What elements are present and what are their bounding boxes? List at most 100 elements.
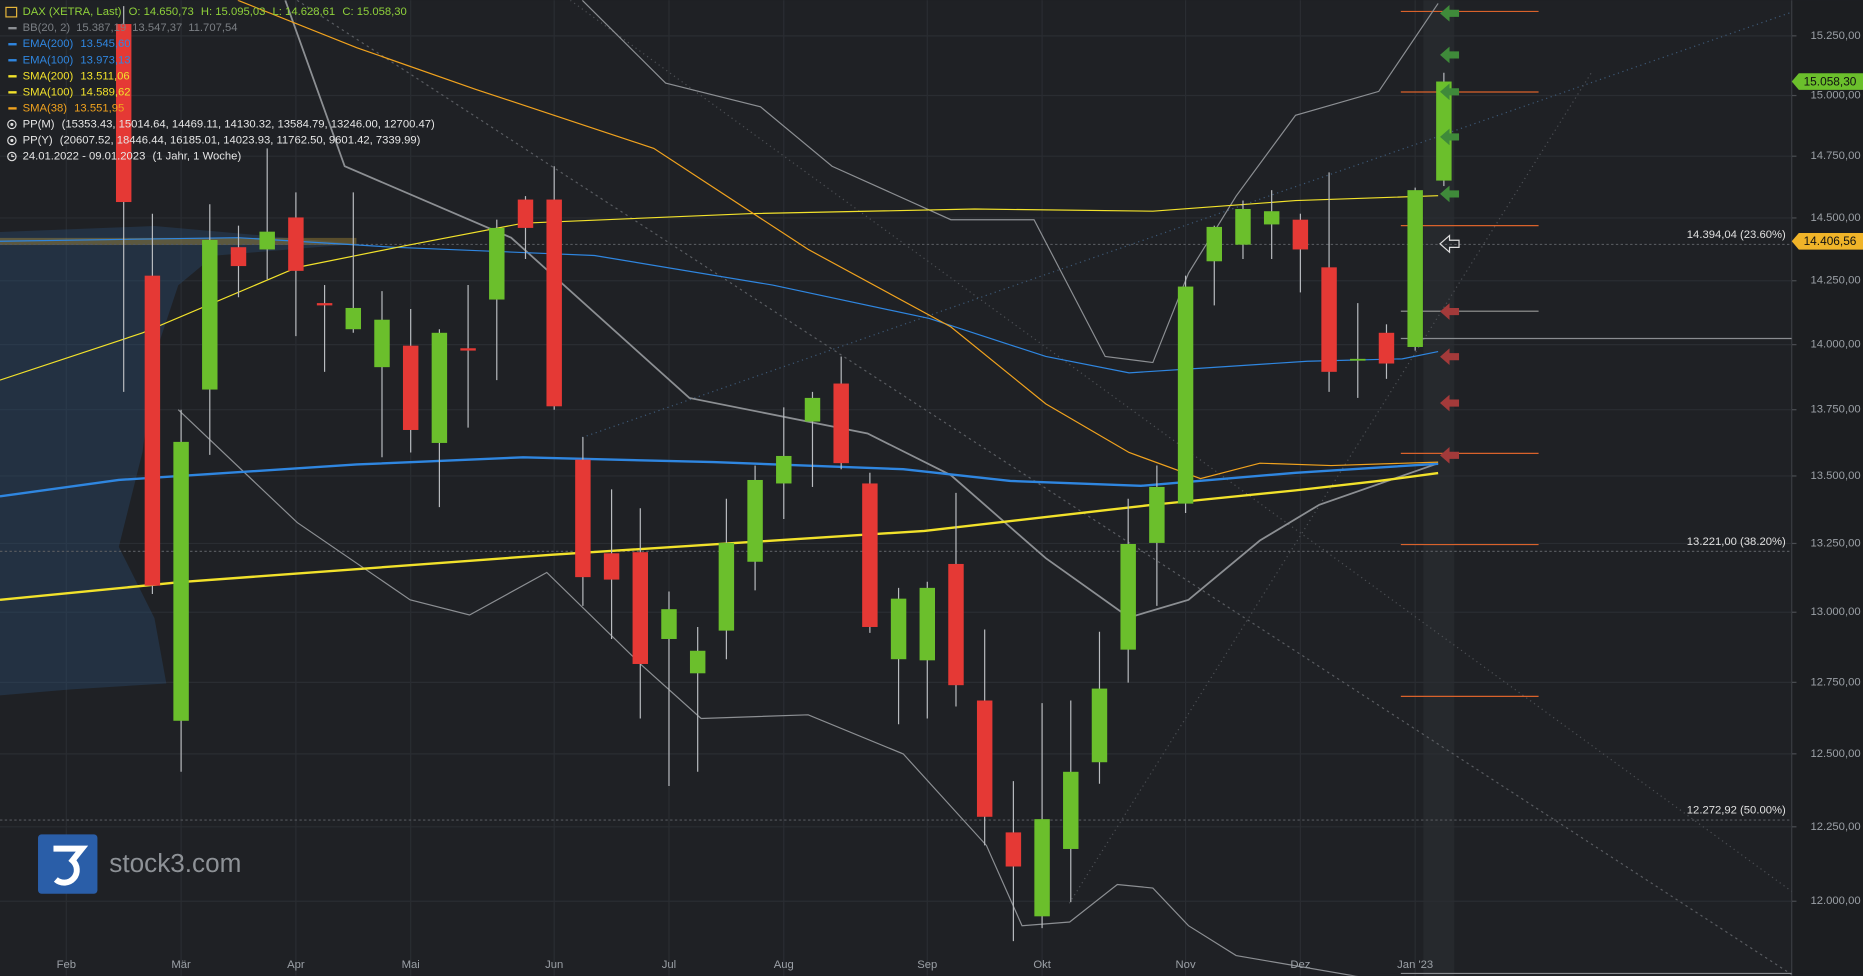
candle-body	[862, 483, 878, 627]
candle-body	[1091, 688, 1108, 763]
candle-body	[144, 275, 161, 586]
legend-name: SMA(100)	[23, 86, 74, 98]
band-line	[177, 409, 1357, 976]
legend-name: EMA(100)	[23, 54, 74, 66]
candle-body	[976, 700, 993, 817]
legend-entry: SMA(100) 14.589,62	[23, 86, 131, 98]
logo-text: stock3.com	[109, 848, 241, 878]
legend-entry: 24.01.2022 - 09.01.2023 (1 Jahr, 1 Woche)	[23, 150, 242, 162]
y-tick-label: 12.750,00	[1810, 676, 1860, 688]
candle-body	[1378, 332, 1395, 364]
price-tag-label: 15.058,30	[1804, 74, 1857, 88]
candle-body	[1263, 211, 1280, 225]
legend-value: 15.387,19	[76, 22, 126, 34]
candle-body	[603, 553, 620, 580]
arrow	[1440, 394, 1460, 412]
candle-body	[718, 542, 735, 631]
y-tick-label: 13.750,00	[1810, 404, 1860, 416]
candle-body	[575, 459, 591, 578]
arrow	[1440, 5, 1460, 22]
ma-line	[0, 471, 1439, 601]
y-tick-label: 13.500,00	[1810, 470, 1860, 482]
candle-body	[173, 441, 189, 721]
candle-body	[1120, 543, 1136, 650]
axes: 12.000,00 12.250,00 12.500,00 12.750,00 13.0…	[57, 30, 1863, 971]
legend-value: 13.547,37	[132, 22, 182, 34]
legend-name: PP(Y)	[23, 134, 53, 146]
arrow	[1440, 46, 1460, 64]
candle-body	[288, 217, 304, 271]
legend-icon	[10, 122, 14, 126]
x-tick-label: Jan '23	[1397, 959, 1433, 971]
legend-value: 13.545,60	[80, 38, 130, 50]
candle-body	[919, 587, 936, 661]
candle-body	[1235, 208, 1251, 245]
arrow	[1440, 447, 1460, 464]
legend-icon	[5, 6, 18, 18]
candle-body	[833, 383, 849, 464]
legend-value: 13.511,06	[80, 70, 129, 82]
arrow	[1440, 83, 1460, 101]
candle-body	[259, 231, 275, 250]
logo: stock3.com	[38, 834, 241, 894]
legend-icon	[10, 138, 14, 143]
title: DAX (XETRA, Last)	[23, 6, 122, 18]
volume-profile	[0, 226, 357, 696]
candle-body	[1005, 832, 1022, 867]
x-tick-label: Dez	[1290, 959, 1310, 971]
x-tick-label: Mai	[402, 959, 420, 971]
plot	[0, 0, 1792, 976]
candle-body	[1436, 81, 1452, 181]
logo-glyph	[53, 845, 89, 886]
legend-entry: PP(Y) (20607.52, 18446.44, 16185.01, 1402…	[23, 134, 421, 146]
y-tick-label: 12.250,00	[1810, 821, 1860, 833]
candle-body	[1149, 486, 1165, 543]
candle-body	[489, 227, 505, 300]
legend-name: EMA(200)	[23, 38, 74, 50]
legend-value: (20607.52, 18446.44, 16185.01, 14023.93,…	[60, 134, 421, 146]
candle-body	[115, 24, 132, 203]
volume-poc	[0, 237, 357, 246]
price-tag	[1791, 73, 1863, 90]
price-tag	[1791, 232, 1863, 250]
x-tick-label: Aug	[774, 959, 794, 971]
candle-body	[1206, 226, 1222, 262]
legend-name: SMA(38)	[23, 102, 68, 114]
candle-body	[202, 239, 218, 390]
x-tick-label: Sep	[917, 959, 937, 971]
price-axis-bg	[1791, 0, 1863, 976]
y-tick-label: 12.500,00	[1810, 748, 1860, 760]
y-tick-label: 15.250,00	[1810, 30, 1860, 42]
candle-body	[402, 345, 419, 430]
ma-line	[237, 0, 1439, 480]
legend-value: 13.973,13	[80, 54, 130, 66]
legend-value: (15353.43, 15014.64, 14469.11, 14130.32,…	[62, 118, 435, 130]
ohlc-value: O: 14.650,73	[129, 6, 194, 18]
legend-entry: EMA(200) 13.545,60	[23, 38, 131, 50]
legend-icon	[7, 135, 17, 146]
legend-title: DAX (XETRA, Last) O: 14.650,73 H: 15.095,0…	[23, 6, 407, 18]
period: (1 Jahr, 1 Woche)	[152, 150, 241, 162]
legend-entry: SMA(200) 13.511,06	[23, 70, 130, 82]
legend-entry: PP(M) (15353.43, 15014.64, 14469.11, 1413…	[23, 118, 435, 130]
x-tick-label: Okt	[1033, 959, 1051, 971]
legend-name: SMA(200)	[23, 70, 74, 82]
candle-body	[890, 598, 907, 660]
candle-body	[632, 552, 649, 664]
x-tick-label: Feb	[57, 959, 76, 971]
arrow	[1439, 234, 1460, 254]
price-tag-label: 14.406,56	[1804, 234, 1857, 248]
legend-value: 14.589,62	[80, 86, 130, 98]
candle-body	[948, 563, 964, 686]
candle-body	[1177, 286, 1194, 504]
y-tick-label: 14.000,00	[1810, 339, 1860, 351]
y-tick-label: 14.250,00	[1810, 275, 1860, 287]
candle-body	[804, 397, 821, 422]
legend-icon	[7, 151, 17, 162]
legend-entry: SMA(38) 13.551,95	[23, 102, 125, 114]
candle-body	[345, 307, 362, 330]
x-tick-label: Jul	[662, 959, 676, 971]
candle-body	[689, 650, 706, 674]
